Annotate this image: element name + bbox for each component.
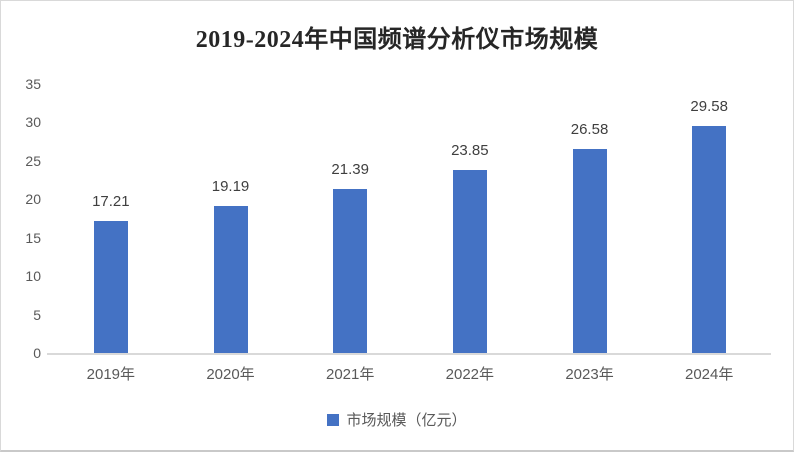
bar-data-label: 26.58: [570, 120, 609, 138]
chart-title: 2019-2024年中国频谱分析仪市场规模: [195, 27, 599, 53]
y-axis-tick-label: 35: [25, 76, 41, 92]
y-axis-tick-label: 15: [25, 229, 41, 246]
x-axis-tick-label: 2022年: [445, 366, 495, 383]
bar: [452, 169, 487, 353]
bar-data-label: 17.21: [92, 192, 130, 210]
bar: [213, 205, 248, 353]
x-axis-tick-label: 2021年: [325, 366, 375, 383]
bar-data-label: 21.39: [331, 160, 369, 178]
bar-group: 21.39: [290, 84, 410, 353]
bar: [93, 220, 128, 353]
bar: [572, 148, 607, 353]
x-axis-tick-label: 2019年: [86, 366, 136, 383]
y-axis-tick-label: 10: [25, 268, 41, 285]
x-axis-tick-label: 2023年: [565, 366, 614, 383]
bar-data-label: 29.58: [690, 97, 728, 115]
x-axis-labels: 2019年 2020年 2021年 2022年 2023年 2024年: [51, 363, 769, 384]
bar-group: 23.85: [410, 84, 530, 353]
bar-data-label: 23.85: [451, 141, 489, 159]
y-axis-tick-label: 25: [25, 152, 41, 169]
bar-data-label: 19.19: [211, 177, 250, 195]
legend-swatch-icon: [327, 413, 340, 426]
x-axis-tick-label: 2024年: [685, 366, 734, 383]
y-axis-tick-label: 30: [25, 114, 41, 131]
legend-label: 市场规模（亿元）: [346, 412, 467, 429]
plot-area: 17.21 19.19 21.39 23.85 26.58 29.58: [47, 84, 771, 355]
bar: [333, 188, 368, 353]
y-axis: 0 5 10 15 20 25 30 35: [1, 76, 41, 361]
x-axis-line: [47, 353, 771, 355]
y-axis-tick-label: 5: [33, 306, 41, 323]
y-axis-tick-label: 0: [33, 345, 41, 361]
bar: [692, 125, 727, 353]
bars-container: 17.21 19.19 21.39 23.85 26.58 29.58: [51, 84, 769, 353]
bar-group: 17.21: [51, 84, 171, 353]
x-axis-tick-label: 2020年: [206, 366, 255, 383]
legend: 市场规模（亿元）: [1, 409, 793, 430]
bar-group: 19.19: [171, 84, 291, 353]
y-axis-tick-label: 20: [25, 191, 41, 208]
bar-group: 29.58: [649, 84, 769, 353]
bar-group: 26.58: [530, 84, 650, 353]
